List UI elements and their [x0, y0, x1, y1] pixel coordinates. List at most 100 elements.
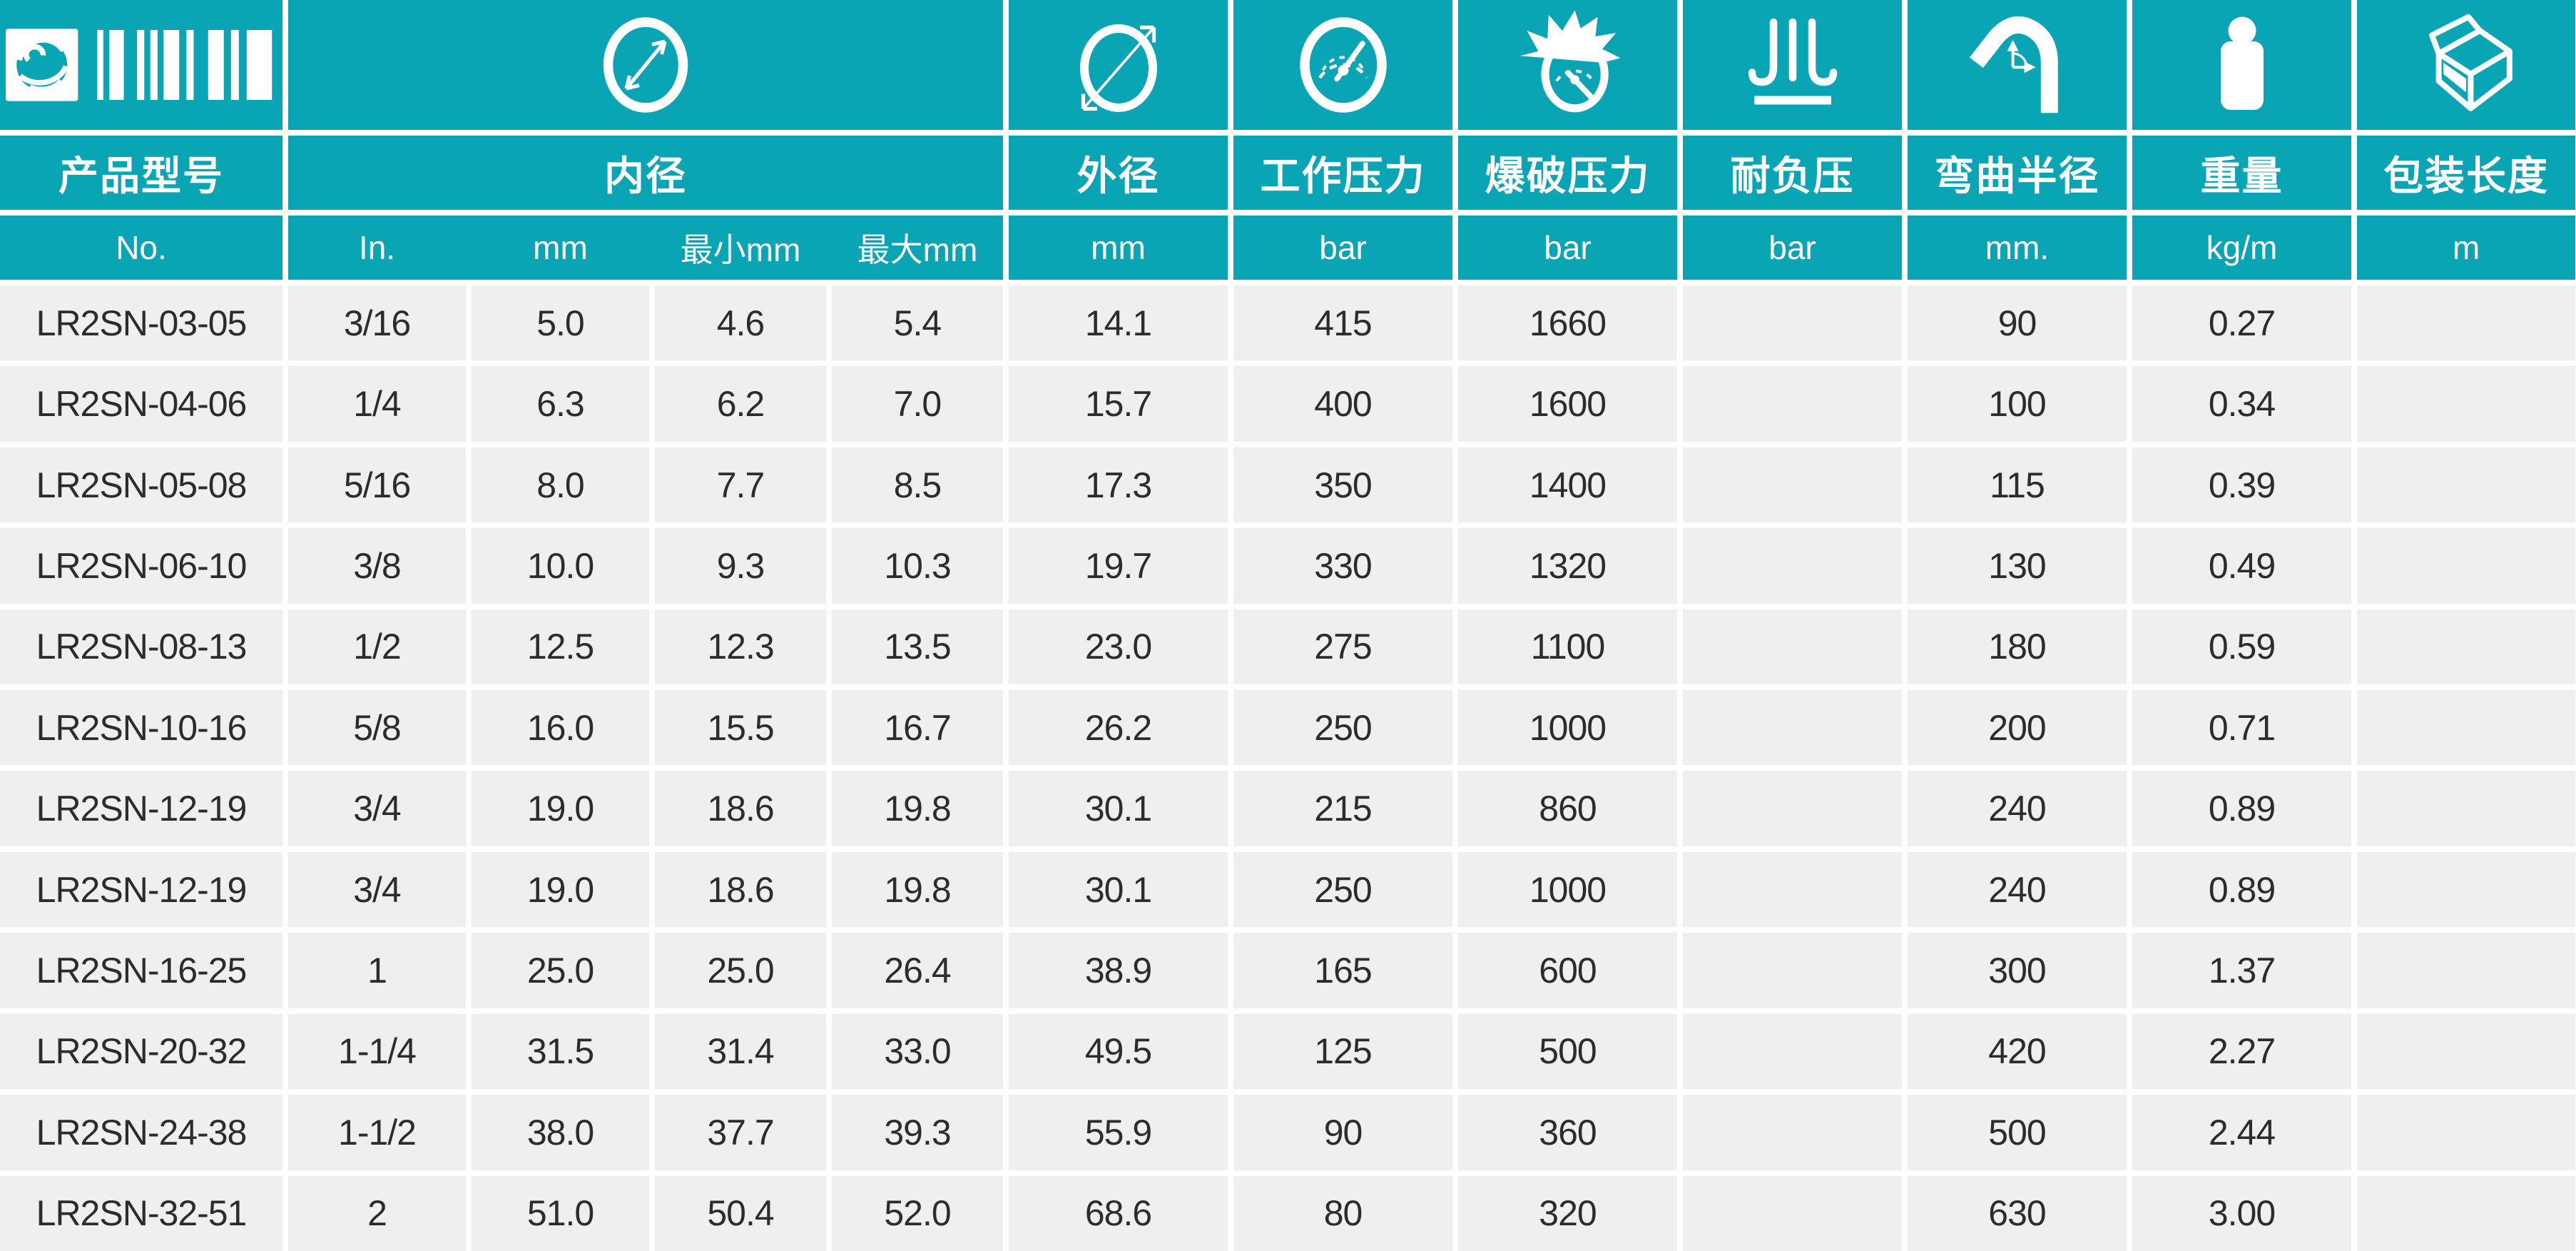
outer-diameter-label: 外径: [1009, 136, 1228, 210]
vacuum-cell: [1683, 690, 1902, 766]
id-inch-cell: 1/4: [288, 366, 466, 442]
vacuum-cell: [1683, 528, 1902, 604]
product-no-cell: LR2SN-16-25: [0, 933, 282, 1008]
working-pressure-cell: 275: [1233, 609, 1452, 685]
id-inch-cell: 5/16: [288, 447, 466, 523]
product-no-cell: LR2SN-08-13: [0, 609, 282, 685]
bend-radius-header-cell: [1908, 0, 2127, 130]
id-mm-cell: 31.5: [472, 1013, 649, 1090]
id-mm-cell: 19.0: [472, 771, 649, 846]
package-length-cell: [2357, 285, 2575, 361]
product-model-header: 产品型号: [0, 136, 282, 210]
id-max-mm-cell: 8.5: [832, 447, 1003, 523]
bend-radius-cell: 130: [1908, 528, 2127, 604]
weight-kettlebell-icon: [2189, 11, 2296, 118]
product-no-cell: LR2SN-04-06: [0, 366, 282, 442]
id-min-mm-cell: 6.2: [655, 366, 826, 442]
working-pressure-cell: 165: [1233, 933, 1452, 1008]
bend-radius-hose-icon: [1960, 8, 2074, 122]
package-length-cell: [2357, 1013, 2575, 1090]
vacuum-cell: [1683, 1013, 1902, 1090]
id-max-mm-cell: 5.4: [832, 285, 1003, 361]
id-min-mm-cell: 37.7: [655, 1095, 826, 1170]
working-pressure-cell: 80: [1233, 1175, 1452, 1251]
id-inch-cell: 1: [288, 933, 466, 1008]
outer-diameter-header-cell: [1009, 0, 1228, 130]
package-length-cell: [2357, 771, 2575, 846]
bend-radius-cell: 630: [1908, 1175, 2127, 1251]
product-no-cell: LR2SN-06-10: [0, 528, 282, 604]
package-length-cell: [2357, 851, 2575, 928]
vacuum-cell: [1683, 285, 1902, 361]
id-mm-cell: 8.0: [472, 447, 649, 523]
burst-pressure-cell: 360: [1458, 1095, 1677, 1170]
id-max-mm-cell: 10.3: [832, 528, 1003, 604]
weight-cell: 2.27: [2132, 1013, 2351, 1090]
weight-label: 重量: [2132, 136, 2351, 210]
id-max-mm-cell: 19.8: [832, 771, 1003, 846]
weight-cell: 0.89: [2132, 851, 2351, 928]
burst-pressure-cell: 1660: [1458, 285, 1677, 361]
product-no-cell: LR2SN-10-16: [0, 690, 282, 766]
bend-radius-label: 弯曲半径: [1908, 136, 2127, 210]
vacuum-cell: [1683, 851, 1902, 928]
vacuum-cell: [1683, 933, 1902, 1008]
weight-cell: 0.39: [2132, 447, 2351, 523]
working-pressure-cell: 250: [1233, 690, 1452, 766]
vacuum-cell: [1683, 1095, 1902, 1170]
package-length-cell: [2357, 447, 2575, 523]
id-inch-cell: 3/4: [288, 771, 466, 846]
package-length-cell: [2357, 1095, 2575, 1170]
id-mm-cell: 38.0: [472, 1095, 649, 1170]
id-inch-cell: 1-1/4: [288, 1013, 466, 1090]
id-min-mm-cell: 9.3: [655, 528, 826, 604]
burst-pressure-cell: 600: [1458, 933, 1677, 1008]
product-no-cell: LR2SN-20-32: [0, 1013, 282, 1090]
weight-cell: 0.71: [2132, 690, 2351, 766]
id-min-mm-cell: 4.6: [655, 285, 826, 361]
id-min-mm-cell: 18.6: [655, 771, 826, 846]
od-mm-cell: 49.5: [1009, 1013, 1228, 1090]
inner-diameter-icon: [592, 11, 699, 118]
id-inch-cell: 2: [288, 1175, 466, 1251]
product-no-unit: No.: [0, 216, 282, 280]
id-mm-cell: 6.3: [472, 366, 649, 442]
vacuum-unit: bar: [1683, 216, 1902, 280]
id-min-mm-cell: 25.0: [655, 933, 826, 1008]
vacuum-cell: [1683, 366, 1902, 442]
id-unit-mm: mm: [533, 229, 588, 266]
bend-radius-cell: 500: [1908, 1095, 2127, 1170]
weight-cell: 0.34: [2132, 366, 2351, 442]
id-max-mm-cell: 33.0: [832, 1013, 1003, 1090]
bend-radius-cell: 90: [1908, 285, 2127, 361]
package-length-label: 包装长度: [2357, 136, 2575, 210]
id-inch-cell: 1/2: [288, 609, 466, 685]
package-length-cell: [2357, 528, 2575, 604]
working-pressure-cell: 415: [1233, 285, 1452, 361]
product-no-cell: LR2SN-03-05: [0, 285, 282, 361]
od-mm-cell: 17.3: [1009, 447, 1228, 523]
id-mm-cell: 51.0: [472, 1175, 649, 1251]
product-no-cell: LR2SN-05-08: [0, 447, 282, 523]
vacuum-label: 耐负压: [1683, 136, 1902, 210]
id-min-mm-cell: 15.5: [655, 690, 826, 766]
vacuum-cell: [1683, 771, 1902, 846]
od-mm-cell: 19.7: [1009, 528, 1228, 604]
weight-cell: 1.37: [2132, 933, 2351, 1008]
pressure-gauge-icon: [1290, 11, 1397, 118]
id-mm-cell: 10.0: [472, 528, 649, 604]
od-mm-cell: 26.2: [1009, 690, 1228, 766]
weight-cell: 0.49: [2132, 528, 2351, 604]
inner-diameter-label: 内径: [288, 136, 1003, 210]
working-pressure-header-cell: [1233, 0, 1452, 130]
id-inch-cell: 5/8: [288, 690, 466, 766]
burst-pressure-cell: 1000: [1458, 690, 1677, 766]
od-mm-cell: 68.6: [1009, 1175, 1228, 1251]
od-mm-cell: 23.0: [1009, 609, 1228, 685]
product-no-cell: LR2SN-12-19: [0, 851, 282, 928]
outer-diameter-unit: mm: [1009, 216, 1228, 280]
working-pressure-cell: 215: [1233, 771, 1452, 846]
package-length-cell: [2357, 1175, 2575, 1251]
working-pressure-cell: 400: [1233, 366, 1452, 442]
od-mm-cell: 14.1: [1009, 285, 1228, 361]
